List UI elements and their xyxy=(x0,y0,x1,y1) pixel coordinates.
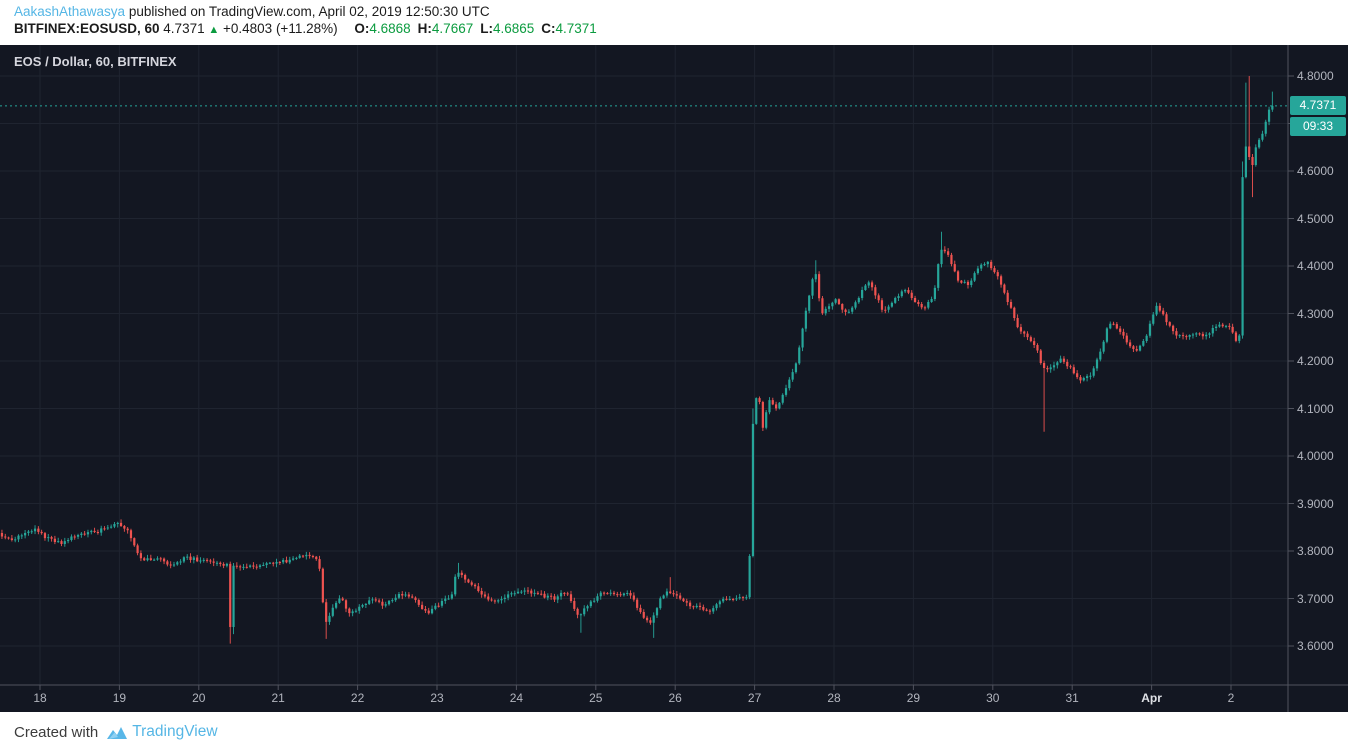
time-axis-label: 22 xyxy=(350,691,365,705)
time-axis-label: 31 xyxy=(1065,691,1079,705)
price-axis-label: 4.0000 xyxy=(1297,449,1334,463)
time-axis-label: 2 xyxy=(1227,691,1235,705)
tradingview-brand-link[interactable]: TradingView xyxy=(132,723,218,740)
open-label: O: xyxy=(354,21,370,36)
time-axis-label: 29 xyxy=(906,691,921,705)
price-axis-label: 3.7000 xyxy=(1297,591,1334,606)
price-axis-label: 4.3000 xyxy=(1297,306,1334,321)
time-axis-label: 18 xyxy=(33,691,47,705)
close-value: 4.7371 xyxy=(555,21,597,36)
symbol-info-line: BITFINEX:EOSUSD, 60 4.7371 ▲ +0.4803 (+1… xyxy=(14,21,597,36)
axis-ticks xyxy=(39,75,1294,690)
published-text: published on TradingView.com, April 02, … xyxy=(128,4,490,19)
tradingview-logo-icon[interactable] xyxy=(106,724,128,741)
price-axis-label: 3.6000 xyxy=(1297,639,1334,653)
time-axis-label: 30 xyxy=(986,691,1000,705)
price-axis-label: 4.2000 xyxy=(1297,354,1334,368)
price-change: +0.4803 (+11.28%) xyxy=(223,21,338,36)
price-axis-label: 4.6000 xyxy=(1297,164,1334,178)
time-axis-label: 23 xyxy=(430,691,444,705)
low-value: 4.6865 xyxy=(492,21,535,36)
ohlc-values: O:4.6868 H:4.7667 L:4.6865 C:4.7371 xyxy=(347,21,596,36)
snapshot-footer: Created with TradingView xyxy=(0,712,1348,750)
time-axis-label: 25 xyxy=(589,691,603,705)
candlestick-chart[interactable] xyxy=(0,45,1348,712)
price-axis-label: 3.8000 xyxy=(1297,544,1334,558)
up-candle-wicks xyxy=(14,82,1273,638)
close-label: C: xyxy=(541,21,556,36)
time-axis-label: 24 xyxy=(509,691,524,705)
bar-countdown-badge: 09:33 xyxy=(1290,117,1346,137)
time-axis-label: 21 xyxy=(271,691,285,705)
last-price-badge: 4.7371 xyxy=(1290,96,1346,116)
grid-lines xyxy=(0,45,1288,685)
high-value: 4.7667 xyxy=(431,21,474,36)
low-label: L: xyxy=(480,21,493,36)
chart-title: EOS / Dollar, 60, BITFINEX xyxy=(14,54,177,69)
attribution: Created with TradingView xyxy=(14,721,218,743)
chart-region[interactable]: EOS / Dollar, 60, BITFINEX 4.80004.70004… xyxy=(0,45,1348,712)
publish-info-line: AakashAthawasya published on TradingView… xyxy=(14,4,490,19)
price-axis-label: 4.5000 xyxy=(1297,211,1334,226)
up-arrow-icon: ▲ xyxy=(208,24,220,36)
time-axis-label: 26 xyxy=(668,691,682,705)
up-candle-bodies xyxy=(14,105,1274,627)
open-value: 4.6868 xyxy=(369,21,411,36)
axis-border xyxy=(0,45,1348,712)
price-axis-label: 4.1000 xyxy=(1297,401,1334,416)
created-with-text: Created with xyxy=(14,723,99,741)
snapshot-header: AakashAthawasya published on TradingView… xyxy=(0,0,1348,45)
price-axis-label: 3.9000 xyxy=(1297,496,1334,511)
last-price: 4.7371 xyxy=(163,21,205,36)
high-label: H: xyxy=(417,21,432,36)
time-axis-label: 28 xyxy=(827,691,841,705)
price-axis-label: 4.4000 xyxy=(1297,259,1334,273)
time-axis-label: 20 xyxy=(192,691,206,705)
price-axis-label: 4.8000 xyxy=(1297,69,1334,83)
author-username-link[interactable]: AakashAthawasya xyxy=(14,4,126,19)
time-axis-label: 27 xyxy=(747,691,762,705)
time-axis-label: Apr xyxy=(1141,691,1162,705)
symbol-name: BITFINEX:EOSUSD, 60 xyxy=(14,21,160,36)
time-axis-label: 19 xyxy=(112,691,127,705)
